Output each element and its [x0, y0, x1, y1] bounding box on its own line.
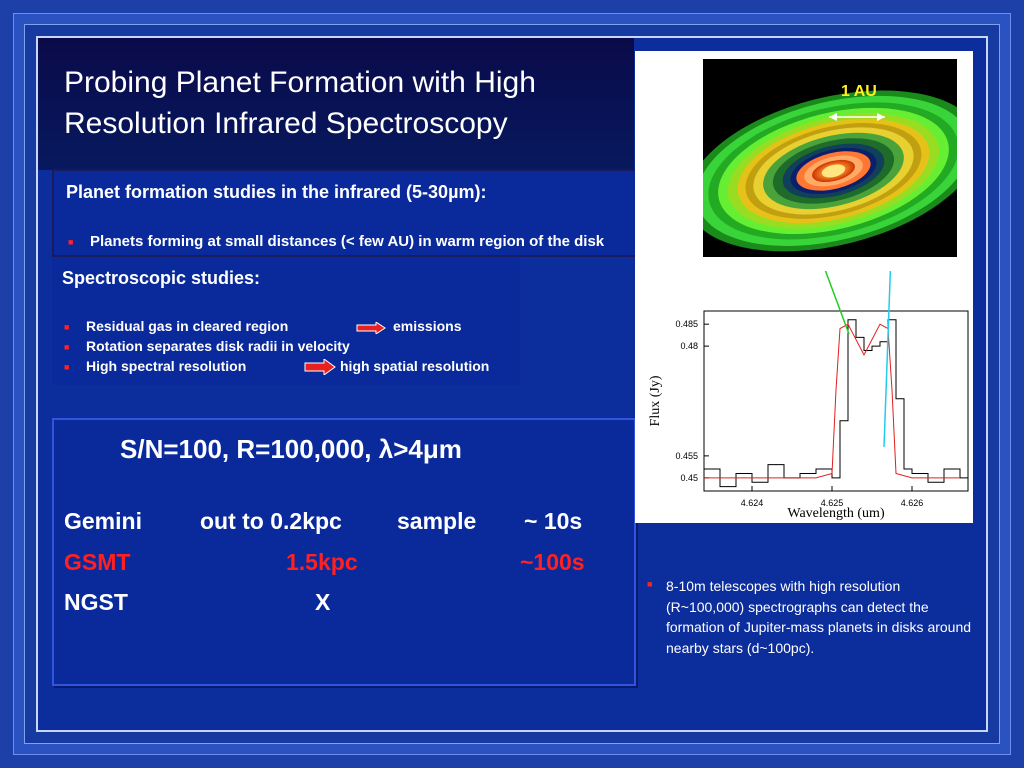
disk-simulation-image: 1 AU [703, 59, 957, 257]
ngst-name: NGST [64, 589, 128, 615]
model-spectrum-line [704, 323, 960, 479]
spectroscopic-heading: Spectroscopic studies: [62, 268, 261, 288]
gsmt-distance: 1.5kpc [286, 549, 358, 575]
au-scale-label: 1 AU [841, 83, 877, 100]
x-axis-label: Wavelength (um) [787, 506, 885, 521]
emissions-text: emissions [393, 318, 462, 334]
telescope-note: 8-10m telescopes with high resolution (R… [666, 578, 972, 656]
y-tick-label: 0.485 [675, 319, 698, 329]
x-tick-label: 4.625 [821, 498, 844, 508]
spatial-resolution-text: high spatial resolution [340, 358, 490, 374]
protoplanetary-disk-icon [703, 59, 957, 257]
infrared-bullet: Planets forming at small distances (< fe… [90, 233, 605, 250]
spectral-resolution-text: High spectral resolution [86, 358, 247, 374]
bullet-icon: ■ [647, 579, 653, 589]
bullet-icon: ■ [64, 342, 70, 352]
gsmt-time: ~100s [520, 549, 585, 575]
right-arrow-icon [304, 359, 336, 375]
bullet-icon: ■ [64, 322, 70, 332]
gemini-time: ~ 10s [524, 508, 583, 534]
rotation-text: Rotation separates disk radii in velocit… [86, 338, 350, 354]
ngst-distance: X [315, 589, 331, 615]
y-axis-label: Flux (Jy) [648, 375, 663, 426]
gemini-sample-label: sample [397, 508, 477, 534]
bullet-icon: ■ [64, 362, 70, 372]
cyan-pointer-line [883, 271, 892, 448]
infrared-studies-box: Planet formation studies in the infrared… [52, 169, 686, 257]
x-tick-label: 4.624 [741, 498, 764, 508]
telescope-comparison-box: S/N=100, R=100,000, λ>4μm Gemini out to … [52, 418, 636, 686]
spectrum-plot: 0.45 0.455 0.48 0.485 4.624 4.625 4.626 Flux … [648, 271, 969, 521]
slide-title: Probing Planet Formation with High Resol… [64, 66, 536, 140]
observed-spectrum-line [704, 319, 968, 488]
gemini-name: Gemini [64, 508, 142, 534]
disk-spectrum-figure: 1 AU 0.45 0.455 0.48 0.485 4.624 4.625 4.626 … [635, 51, 973, 523]
bullet-icon: ■ [68, 237, 74, 247]
x-tick-label: 4.626 [901, 498, 924, 508]
spectroscopic-studies-box: Spectroscopic studies: ■ Residual gas in… [52, 257, 520, 385]
y-tick-label: 0.45 [680, 473, 698, 483]
gemini-distance: out to 0.2kpc [200, 508, 342, 534]
green-pointer-line [824, 271, 850, 335]
y-tick-label: 0.48 [680, 341, 698, 351]
right-arrow-icon [356, 322, 386, 334]
residual-gas-text: Residual gas in cleared region [86, 318, 289, 334]
y-tick-label: 0.455 [675, 451, 698, 461]
infrared-heading: Planet formation studies in the infrared… [66, 182, 487, 202]
slide: Probing Planet Formation with High Resol… [36, 36, 988, 732]
plot-frame [703, 310, 969, 492]
snr-headline: S/N=100, R=100,000, λ>4μm [120, 434, 462, 464]
gsmt-name: GSMT [64, 549, 131, 575]
title-band: Probing Planet Formation with High Resol… [38, 38, 634, 170]
